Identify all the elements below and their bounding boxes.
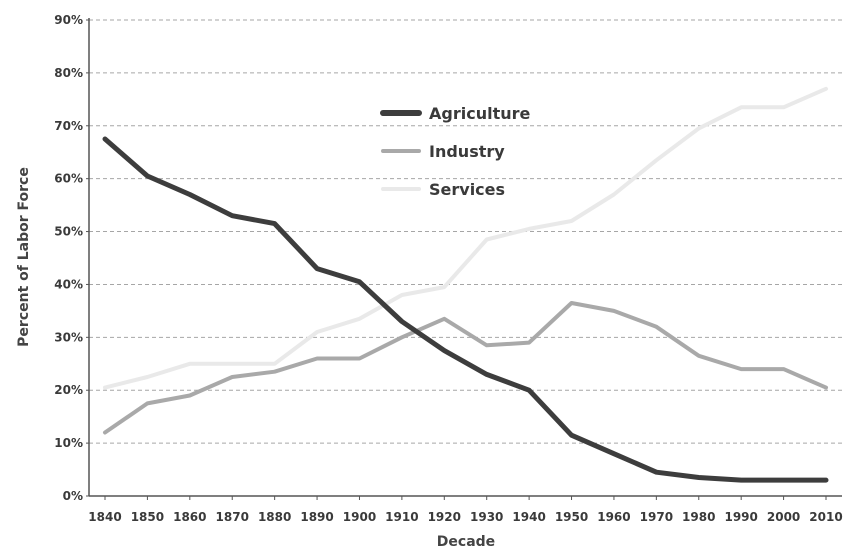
gridlines <box>89 19 842 444</box>
series-line-agriculture <box>102 136 829 483</box>
x-tick-label: 1870 <box>216 510 249 524</box>
y-axis-title: Percent of Labor Force <box>16 167 32 347</box>
x-tick-label: 1940 <box>512 510 545 524</box>
y-tick-label: 20% <box>54 383 83 397</box>
x-tick-label: 1950 <box>555 510 588 524</box>
series-lines <box>102 86 829 483</box>
y-tick-label: 0% <box>63 489 83 503</box>
x-tick-label: 1900 <box>343 510 376 524</box>
y-tick-label: 30% <box>54 330 83 344</box>
y-tick-label: 70% <box>54 119 83 133</box>
y-tick-label: 80% <box>54 66 83 80</box>
series-line-industry <box>103 301 828 435</box>
y-tick-label: 10% <box>54 436 83 450</box>
x-tick-label: 1860 <box>173 510 206 524</box>
y-tick-label: 40% <box>54 277 83 291</box>
series-line-services <box>103 86 828 390</box>
x-tick-label: 1960 <box>597 510 630 524</box>
axes <box>88 18 842 497</box>
legend-label-services: Services <box>429 180 505 199</box>
y-tick-label: 90% <box>54 13 83 27</box>
y-tick-label: 60% <box>54 172 83 186</box>
x-tick-label: 2000 <box>767 510 800 524</box>
x-tick-label: 1970 <box>640 510 673 524</box>
x-tick-label: 1880 <box>258 510 291 524</box>
legend-label-agriculture: Agriculture <box>429 104 531 123</box>
x-tick-label: 1930 <box>470 510 503 524</box>
x-tick-label: 1890 <box>300 510 333 524</box>
x-tick-label: 1840 <box>88 510 121 524</box>
x-tick-labels: 1840 1850 1860 1870 1880 1890 1900 1910 1920 1930… <box>88 496 843 524</box>
legend-label-industry: Industry <box>429 142 505 161</box>
x-tick-label: 1850 <box>131 510 164 524</box>
y-tick-label: 50% <box>54 225 83 239</box>
x-tick-label: 1920 <box>428 510 461 524</box>
legend: Agriculture Industry Services <box>380 104 531 199</box>
x-tick-label: 1990 <box>724 510 757 524</box>
x-tick-label: 1980 <box>682 510 715 524</box>
x-axis-title: Decade <box>437 534 495 550</box>
y-tick-labels: 0% 10% 20% 30% 40% 50% 60% 70% 80% 90% <box>54 13 89 503</box>
x-tick-label: 2010 <box>809 510 842 524</box>
x-tick-label: 1910 <box>385 510 418 524</box>
